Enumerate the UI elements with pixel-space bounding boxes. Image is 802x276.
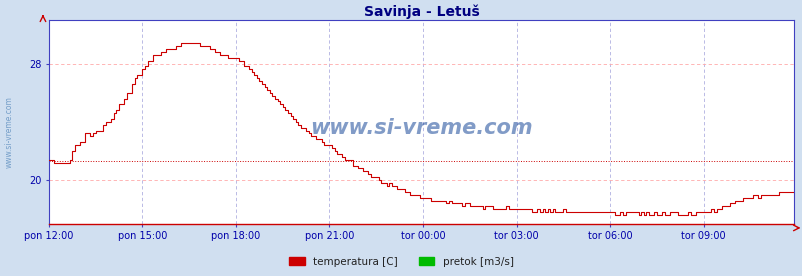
Title: Savinja - Letuš: Savinja - Letuš <box>363 4 479 19</box>
Text: www.si-vreme.com: www.si-vreme.com <box>5 97 14 168</box>
Text: www.si-vreme.com: www.si-vreme.com <box>310 118 533 138</box>
Legend: temperatura [C], pretok [m3/s]: temperatura [C], pretok [m3/s] <box>285 253 517 271</box>
